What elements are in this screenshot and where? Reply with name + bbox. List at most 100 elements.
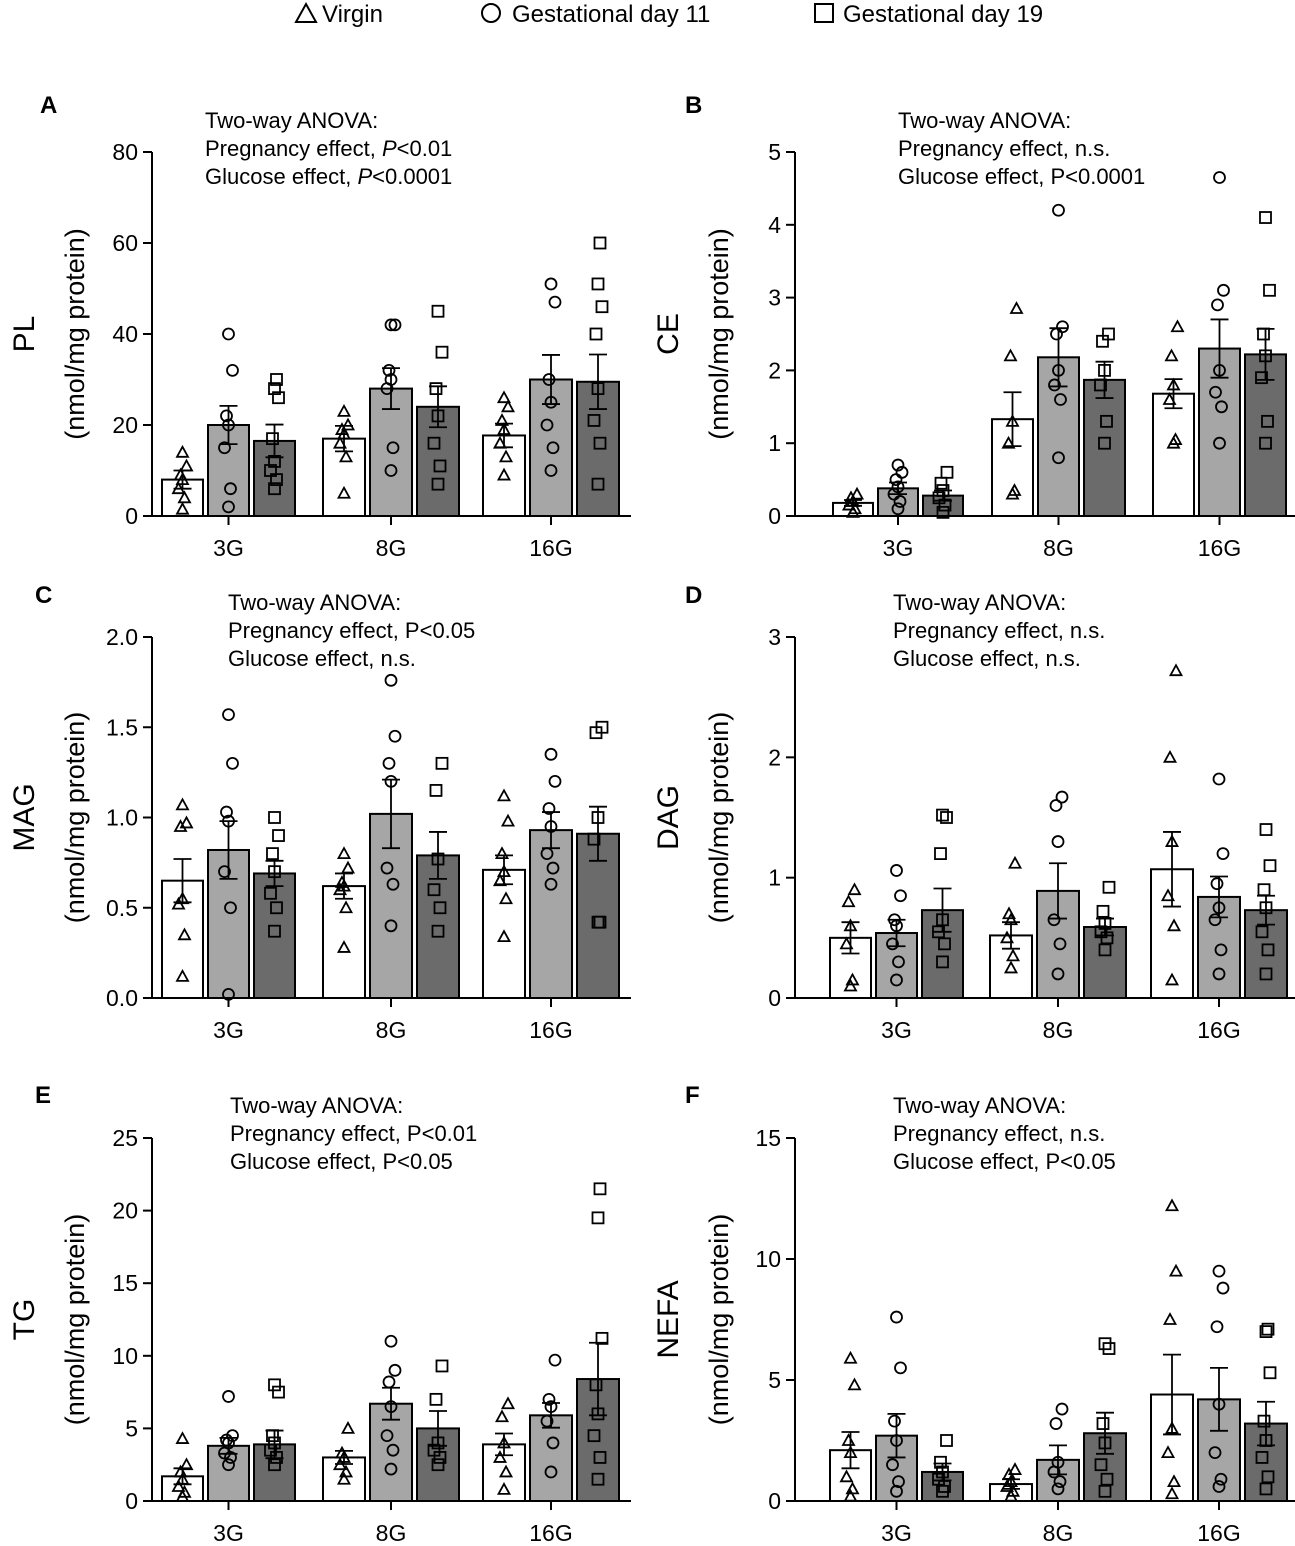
anova-annotation-line: Pregnancy effect, P<0.01 (205, 136, 452, 161)
data-point (546, 441, 560, 455)
annotation-segment: P (382, 136, 397, 161)
data-point (595, 720, 609, 734)
panel-letter: B (685, 92, 702, 119)
data-point (435, 345, 449, 359)
chart-panel-b: B CE (nmol/mg protein) Two-way ANOVA: Pregna… (652, 92, 1295, 561)
y-tick-label: 1.0 (106, 805, 138, 831)
data-point (999, 930, 1015, 944)
legend-item-gd11: Gestational day 11 (481, 1, 710, 28)
data-point (892, 1475, 905, 1489)
data-point (266, 847, 279, 860)
data-point (843, 1350, 858, 1364)
y-axis-subtitle: (nmol/mg protein) (704, 1214, 734, 1426)
data-point (226, 1429, 239, 1443)
data-point (542, 1392, 556, 1406)
x-tick-label: 16G (529, 1017, 572, 1043)
data-point (843, 1445, 858, 1458)
data-point (1096, 904, 1110, 918)
data-point (593, 236, 607, 250)
data-point (1096, 1417, 1110, 1430)
data-point (934, 1455, 947, 1469)
data-point (1212, 1264, 1226, 1278)
data-point (384, 919, 398, 933)
data-point (841, 1433, 856, 1446)
data-point (386, 877, 400, 891)
data-point (175, 968, 190, 982)
data-point (1052, 363, 1065, 377)
y-tick-label: 20 (112, 412, 138, 438)
data-point (888, 1414, 901, 1428)
data-point (1263, 859, 1277, 873)
x-tick-label: 3G (881, 1017, 912, 1043)
data-point (1211, 298, 1224, 312)
data-point (384, 1400, 398, 1414)
data-point (222, 987, 235, 1001)
data-point (890, 1310, 903, 1324)
anova-annotation-line: Pregnancy effect, n.s. (893, 618, 1105, 643)
data-point (1050, 327, 1063, 341)
bar (829, 936, 872, 999)
y-tick-label: 15 (755, 1125, 781, 1151)
data-point (218, 865, 231, 879)
data-point (936, 1465, 949, 1479)
y-tick-label: 5 (768, 1367, 781, 1393)
data-point (1052, 451, 1065, 465)
data-point (841, 497, 857, 511)
annotation-segment: Pregnancy effect, P<0.01 (230, 1121, 477, 1146)
data-point (222, 327, 235, 341)
data-point (544, 820, 558, 833)
data-point (1255, 925, 1269, 939)
data-point (1003, 912, 1019, 926)
data-point (498, 1464, 514, 1478)
x-tick-label: 3G (213, 1520, 244, 1546)
data-point (591, 811, 605, 824)
anova-annotation-line: Pregnancy effect, P<0.01 (230, 1121, 477, 1146)
data-point (591, 1407, 605, 1421)
data-point (1212, 1480, 1226, 1493)
y-tick-label: 0 (768, 985, 781, 1011)
annotation-segment: Two-way ANOVA: (230, 1093, 403, 1118)
data-point (936, 505, 950, 519)
data-point (932, 491, 946, 505)
data-point (849, 486, 865, 500)
anova-annotation-line: Two-way ANOVA: (893, 1093, 1066, 1118)
data-point (1003, 960, 1019, 974)
data-point (336, 940, 352, 953)
y-tick-label: 10 (112, 1343, 138, 1369)
data-point (1053, 1475, 1067, 1489)
data-point (222, 708, 235, 722)
data-point (266, 432, 279, 446)
data-point (268, 1378, 281, 1392)
legend-item-virgin: Virgin (294, 1, 383, 28)
data-point (1007, 855, 1023, 869)
data-point (382, 756, 396, 770)
data-point (272, 1385, 285, 1399)
data-point (1164, 1486, 1180, 1500)
data-point (1051, 1455, 1065, 1469)
data-point (1053, 937, 1067, 951)
data-point (388, 729, 402, 743)
data-point (940, 811, 953, 824)
data-point (177, 490, 192, 504)
data-point (384, 1334, 398, 1348)
data-point (544, 1465, 558, 1479)
data-point (548, 1353, 562, 1367)
data-point (1261, 943, 1275, 957)
data-point (1009, 301, 1024, 314)
y-tick-label: 5 (768, 139, 781, 165)
data-point (384, 464, 398, 477)
data-point (175, 1471, 190, 1485)
anova-annotation-line: Pregnancy effect, n.s. (898, 136, 1110, 161)
data-point (591, 477, 605, 491)
x-tick-label: 8G (376, 1520, 407, 1546)
data-point (1094, 378, 1107, 392)
data-point (1162, 392, 1177, 405)
panel-letter: A (40, 92, 57, 119)
annotation-segment: Two-way ANOVA: (898, 108, 1071, 133)
data-point (839, 936, 854, 950)
y-tick-label: 0 (768, 1488, 781, 1514)
data-point (433, 901, 447, 915)
y-axis-title: DAG (652, 785, 685, 850)
data-point (1102, 327, 1115, 341)
data-point (1259, 1434, 1273, 1447)
